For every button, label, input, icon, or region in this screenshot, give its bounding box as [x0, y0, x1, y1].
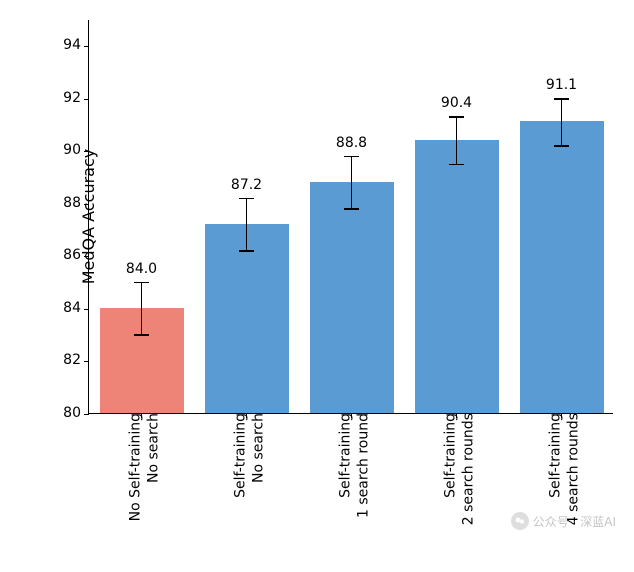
- plot-area: MedQA Accuracy 808284868890929484.0No Se…: [88, 20, 613, 414]
- bar: [205, 224, 289, 413]
- errorbar-cap: [344, 156, 359, 158]
- x-tick-label: Self-training4 search rounds: [541, 413, 582, 525]
- watermark: 公众号 · 深蓝AI: [511, 512, 616, 530]
- y-axis-label: MedQA Accuracy: [79, 149, 98, 284]
- errorbar-cap: [134, 334, 149, 336]
- errorbar-stem: [456, 117, 458, 164]
- watermark-text: 公众号 · 深蓝AI: [533, 513, 616, 530]
- errorbar-cap: [239, 198, 254, 200]
- bar-value-label: 88.8: [336, 135, 367, 151]
- bar: [415, 140, 499, 413]
- errorbar-cap: [554, 145, 569, 147]
- y-tick-label: 90: [63, 142, 89, 158]
- x-tick-label: Self-training1 search round: [331, 413, 372, 518]
- bar-value-label: 84.0: [126, 261, 157, 277]
- errorbar-cap: [344, 208, 359, 210]
- errorbar-stem: [141, 283, 143, 336]
- errorbar-stem: [561, 99, 563, 146]
- bar: [310, 182, 394, 413]
- errorbar-stem: [351, 157, 353, 210]
- figure: MedQA Accuracy 80 82 84 86 88 90 92 94 84.0 No Se…: [0, 0, 634, 572]
- y-tick-label: 92: [63, 90, 89, 106]
- bar: [520, 121, 604, 413]
- errorbar-cap: [449, 116, 464, 118]
- errorbar-cap: [449, 164, 464, 166]
- y-tick-label: 82: [63, 352, 89, 368]
- errorbar-cap: [134, 282, 149, 284]
- bar-value-label: 91.1: [546, 77, 577, 93]
- x-tick-label: No Self-trainingNo search: [121, 413, 162, 521]
- bar-value-label: 87.2: [231, 177, 262, 193]
- x-tick-label: Self-trainingNo search: [226, 413, 267, 498]
- wechat-icon: [511, 512, 529, 530]
- bar-value-label: 90.4: [441, 95, 472, 111]
- errorbar-cap: [239, 250, 254, 252]
- y-tick-label: 94: [63, 37, 89, 53]
- y-tick-label: 88: [63, 195, 89, 211]
- y-tick-label: 80: [63, 405, 89, 421]
- errorbar-cap: [554, 98, 569, 100]
- errorbar-stem: [246, 199, 248, 252]
- y-tick-label: 84: [63, 300, 89, 316]
- x-tick-label: Self-training2 search rounds: [436, 413, 477, 525]
- y-tick-label: 86: [63, 247, 89, 263]
